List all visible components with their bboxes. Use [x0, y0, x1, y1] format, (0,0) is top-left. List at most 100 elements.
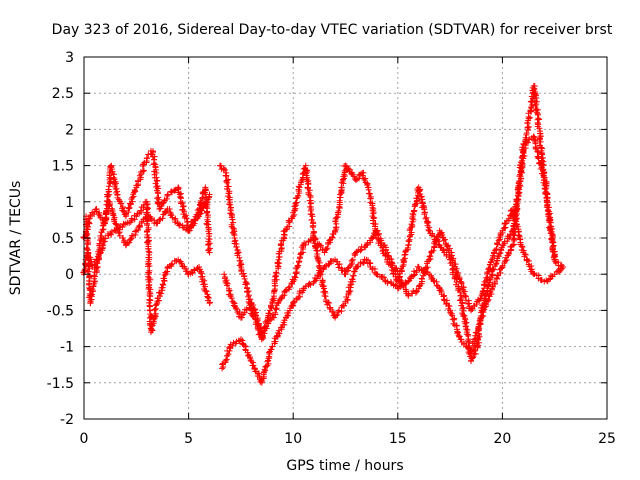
- data-point-interp: [232, 304, 239, 311]
- data-point-interp: [426, 253, 433, 260]
- data-point-interp: [335, 207, 342, 214]
- data-point-interp: [374, 227, 381, 234]
- data-point-interp: [497, 249, 504, 256]
- data-point-interp: [372, 220, 379, 227]
- data-point-interp: [196, 211, 203, 218]
- data-point-interp: [102, 210, 109, 217]
- data-point-interp: [364, 239, 371, 246]
- data-points: [80, 82, 567, 386]
- data-point: [541, 177, 548, 184]
- data-point-interp: [472, 332, 479, 339]
- data-point-interp: [89, 286, 96, 293]
- data-point-interp: [278, 244, 285, 251]
- data-point-interp: [405, 237, 412, 244]
- data-point-interp: [203, 288, 210, 295]
- data-point-interp: [518, 159, 525, 166]
- data-point-interp: [199, 195, 206, 202]
- data-point-interp: [388, 259, 395, 266]
- data-point-interp: [84, 240, 91, 247]
- data-point-interp: [158, 290, 165, 297]
- data-point-interp: [126, 239, 133, 246]
- data-point-interp: [483, 274, 490, 281]
- data-point-interp: [484, 269, 491, 276]
- data-point-interp: [536, 125, 543, 132]
- y-tick-label: -1.5: [47, 376, 74, 392]
- data-point-interp: [174, 186, 181, 193]
- data-point-interp: [161, 275, 168, 282]
- data-point-interp: [407, 232, 414, 239]
- data-point-interp: [104, 191, 111, 198]
- data-point-interp: [492, 278, 499, 285]
- data-point-interp: [227, 210, 234, 217]
- data-point-interp: [132, 228, 139, 235]
- data-point-interp: [128, 215, 135, 222]
- data-point-interp: [477, 295, 484, 302]
- data-point-interp: [341, 302, 348, 309]
- data-point-interp: [420, 267, 427, 274]
- data-point-interp: [413, 195, 420, 202]
- data-point-interp: [246, 305, 253, 312]
- data-point-interp: [205, 242, 212, 249]
- data-point-interp: [516, 173, 523, 180]
- data-point-interp: [440, 296, 447, 303]
- data-point-interp: [255, 370, 262, 377]
- data-point-interp: [483, 292, 490, 299]
- data-point-interp: [430, 277, 437, 284]
- data-point-interp: [412, 201, 419, 208]
- data-point: [275, 256, 282, 263]
- data-point-interp: [497, 269, 504, 276]
- data-point: [237, 336, 244, 343]
- data-point-interp: [324, 245, 331, 252]
- data-point-interp: [448, 252, 455, 259]
- data-point: [520, 140, 527, 147]
- series-track-e: [219, 206, 567, 386]
- data-point-interp: [401, 252, 408, 259]
- data-point-interp: [232, 237, 239, 244]
- data-point-interp: [154, 190, 161, 197]
- data-point-interp: [294, 263, 301, 270]
- data-point-interp: [272, 309, 279, 316]
- data-point-interp: [344, 297, 351, 304]
- data-point-interp: [183, 215, 190, 222]
- data-point-interp: [487, 265, 494, 272]
- data-point-interp: [151, 314, 158, 321]
- data-point-interp: [535, 155, 542, 162]
- data-point-interp: [502, 257, 509, 264]
- data-point-interp: [159, 215, 166, 222]
- data-point-interp: [433, 237, 440, 244]
- data-point-interp: [336, 261, 343, 268]
- data-point-interp: [304, 168, 311, 175]
- data-point-interp: [254, 317, 261, 324]
- data-point-interp: [514, 206, 521, 213]
- data-point-interp: [545, 210, 552, 217]
- data-point-interp: [539, 151, 546, 158]
- series-track-c: [82, 191, 213, 307]
- data-point-interp: [270, 314, 277, 321]
- data-point-interp: [205, 194, 212, 201]
- data-point-interp: [335, 308, 342, 315]
- data-point-interp: [347, 281, 354, 288]
- data-point-interp: [178, 260, 185, 267]
- data-point-interp: [411, 207, 418, 214]
- data-point-interp: [198, 207, 205, 214]
- data-point-interp: [306, 187, 313, 194]
- data-point-interp: [105, 192, 112, 199]
- data-point-interp: [496, 250, 503, 257]
- data-point-interp: [453, 269, 460, 276]
- data-point-interp: [468, 355, 475, 362]
- y-axis-label: SDTVAR / TECUs: [8, 181, 24, 296]
- y-tick-label: 2.5: [52, 86, 74, 102]
- data-point-interp: [233, 243, 240, 250]
- data-point-interp: [350, 272, 357, 279]
- data-point-interp: [285, 284, 292, 291]
- data-point-interp: [264, 358, 271, 365]
- data-point-interp: [546, 219, 553, 226]
- data-point-interp: [360, 169, 367, 176]
- y-tick-label: 1.5: [52, 159, 74, 175]
- data-point-interp: [416, 283, 423, 290]
- data-point-interp: [427, 252, 434, 259]
- data-point-interp: [107, 230, 114, 237]
- data-point-interp: [528, 262, 535, 269]
- data-point-interp: [399, 263, 406, 270]
- data-point-interp: [425, 218, 432, 225]
